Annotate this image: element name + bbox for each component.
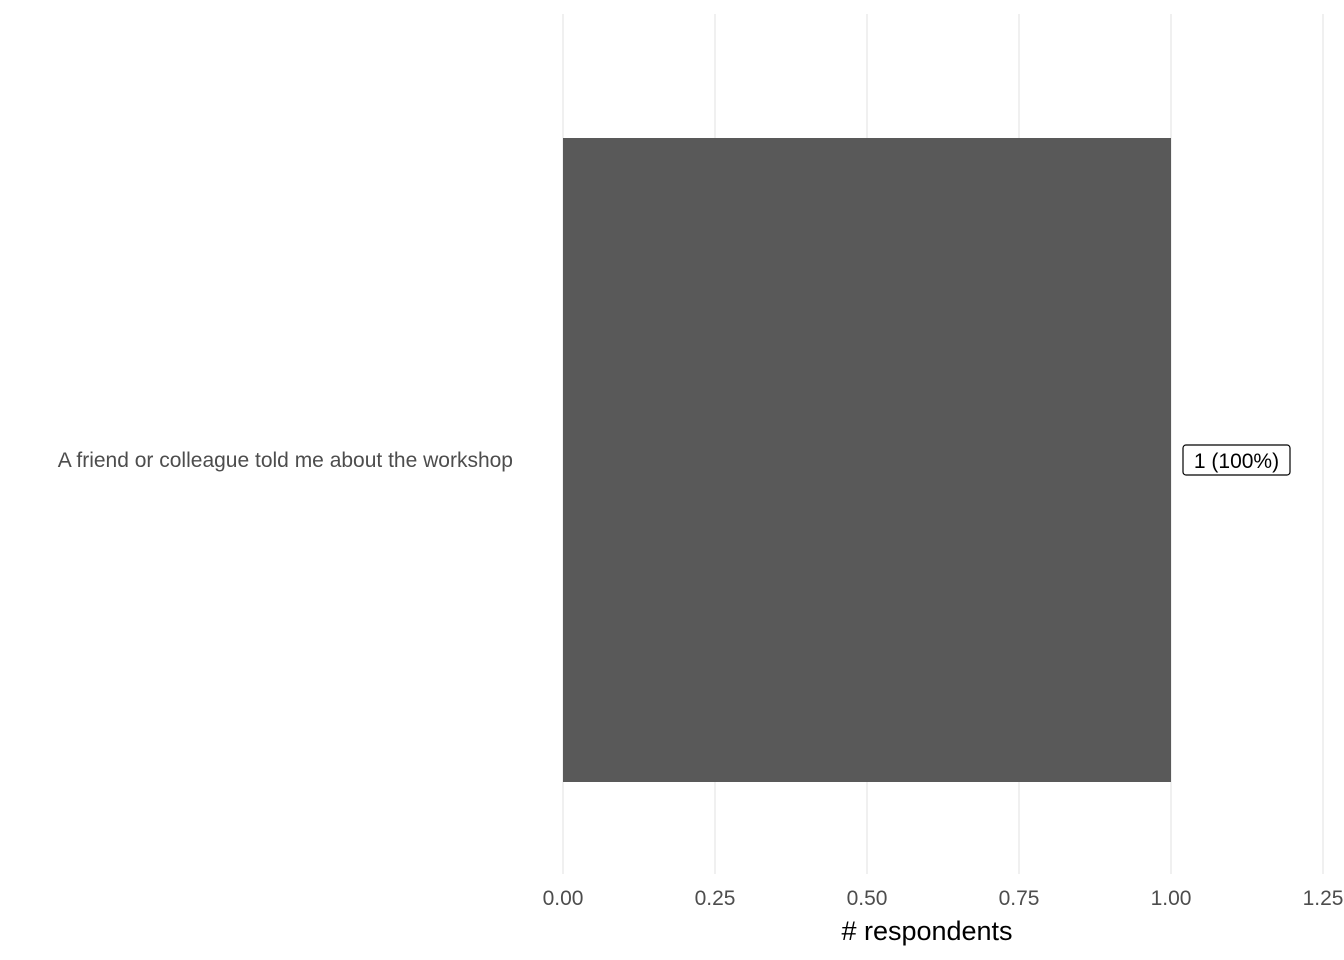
x-axis-title: # respondents bbox=[841, 916, 1012, 946]
bar bbox=[563, 138, 1171, 782]
x-axis-ticks: 0.00 0.25 0.50 0.75 1.00 1.25 bbox=[543, 887, 1344, 910]
x-tick-label: 1.25 bbox=[1303, 887, 1344, 910]
category-label: A friend or colleague told me about the … bbox=[58, 449, 513, 472]
category-labels: A friend or colleague told me about the … bbox=[58, 449, 513, 472]
data-label-text: 1 (100%) bbox=[1194, 450, 1279, 473]
x-tick-label: 1.00 bbox=[1151, 887, 1192, 910]
bars bbox=[563, 138, 1171, 782]
x-tick-label: 0.50 bbox=[847, 887, 888, 910]
data-label: 1 (100%) bbox=[1182, 444, 1291, 476]
data-labels: 1 (100%) bbox=[1182, 444, 1291, 476]
x-tick-label: 0.25 bbox=[695, 887, 736, 910]
x-tick-label: 0.00 bbox=[543, 887, 584, 910]
data-label-box bbox=[1182, 444, 1291, 476]
x-tick-label: 0.75 bbox=[999, 887, 1040, 910]
